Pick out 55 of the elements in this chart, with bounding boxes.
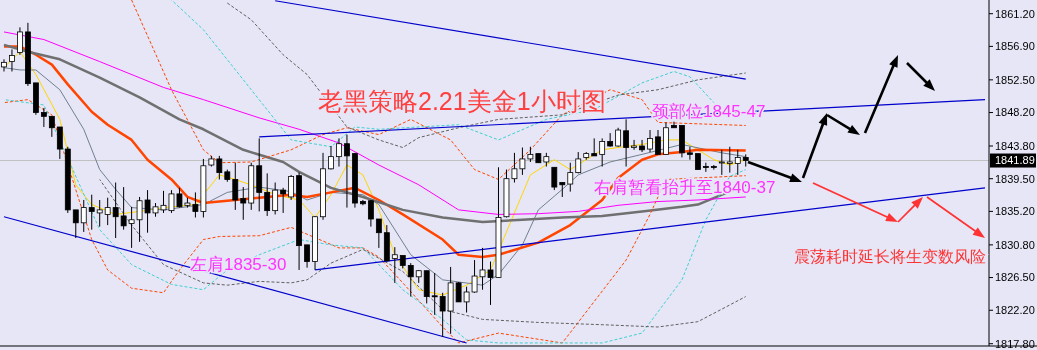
candlestick	[567, 162, 574, 193]
annotation: 左肩1835-30	[190, 255, 287, 274]
candlestick	[615, 127, 622, 148]
candlestick	[431, 272, 438, 316]
candlestick	[551, 166, 558, 191]
y-tick-label: 1839.50	[995, 172, 1035, 185]
candlestick	[367, 199, 374, 228]
candlestick	[56, 126, 63, 160]
candlestick	[304, 244, 310, 269]
candlestick	[288, 174, 295, 201]
candlestick	[391, 246, 398, 284]
candlestick	[80, 199, 87, 233]
candlestick	[631, 139, 637, 151]
candlestick	[344, 134, 350, 209]
candlestick	[88, 194, 95, 231]
annotation: 震荡耗时延长将生变数风险	[794, 248, 986, 265]
candlestick	[17, 26, 23, 56]
candlestick	[718, 149, 725, 176]
candlestick	[734, 149, 741, 176]
candlestick	[96, 199, 103, 228]
candlestick	[655, 129, 661, 155]
candlestick	[647, 129, 653, 153]
candlestick	[264, 172, 271, 217]
y-tick-label: 1861.20	[995, 7, 1035, 20]
y-tick-label: 1843.80	[995, 139, 1035, 152]
candlestick	[280, 187, 287, 214]
candlestick	[328, 145, 334, 171]
candlestick	[9, 48, 15, 72]
candlestick	[407, 262, 414, 298]
y-tick-label: 1817.80	[995, 337, 1035, 350]
candlestick	[671, 121, 677, 129]
candlestick	[702, 162, 709, 173]
ref-line-label: 1841.89	[995, 154, 1035, 167]
y-tick-label: 1826.50	[995, 271, 1035, 284]
y-tick-label: 1848.20	[995, 106, 1035, 119]
candlestick	[623, 118, 629, 168]
candlestick	[272, 182, 279, 215]
candlestick	[1, 58, 7, 72]
candlestick	[48, 115, 55, 138]
y-tick-label: 1856.90	[995, 40, 1035, 53]
candlestick	[599, 137, 606, 168]
y-tick-label: 1835.20	[995, 205, 1035, 218]
y-tick-label: 1852.50	[995, 73, 1035, 86]
candlestick	[726, 146, 733, 174]
candlestick	[336, 137, 342, 168]
candlestick	[687, 146, 693, 161]
y-tick-label: 1822.20	[995, 304, 1035, 317]
candlestick	[607, 132, 614, 148]
candlestick	[40, 107, 47, 128]
candlestick	[375, 218, 382, 249]
candlestick	[232, 162, 239, 211]
y-tick-label: 1830.80	[995, 238, 1035, 251]
candlestick	[639, 139, 645, 153]
candlestick	[72, 209, 79, 239]
candlestick	[240, 186, 247, 221]
